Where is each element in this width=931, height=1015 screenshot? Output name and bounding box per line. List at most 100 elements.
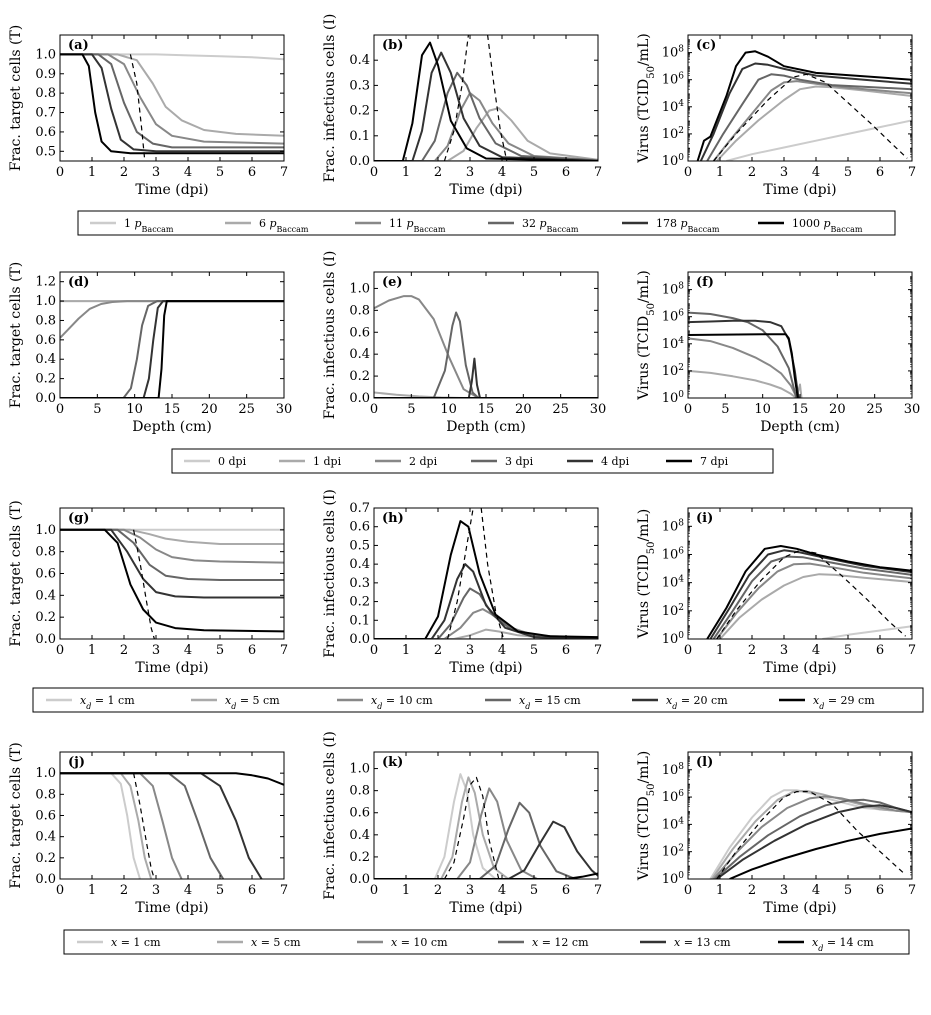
x-tick-label: 3 bbox=[466, 643, 474, 658]
panel-label: (j) bbox=[68, 755, 85, 770]
series-line-4 bbox=[374, 587, 598, 639]
panel-k: 0 1 2 3 4 5 6 7 0.0 0.2 0.4 0.6 0.8 1.0 (k) Time (dpi) F… bbox=[322, 731, 602, 916]
x-tick-label: 5 bbox=[844, 643, 852, 658]
x-axis-label: Time (dpi) bbox=[135, 182, 208, 198]
y-tick-label: 0.8 bbox=[35, 787, 56, 802]
y-tick-label: 0.4 bbox=[35, 588, 56, 603]
x-tick-label: 6 bbox=[876, 165, 884, 180]
series-line-6 bbox=[374, 41, 598, 161]
series-line-1 bbox=[688, 369, 803, 398]
y-axis-label: Virus (TCID50/mL) bbox=[636, 33, 657, 163]
legend-label: x = 1 cm bbox=[111, 936, 161, 949]
series-line-6 bbox=[374, 872, 598, 879]
x-tick-label: 2 bbox=[748, 883, 756, 898]
series-line-2 bbox=[60, 772, 153, 879]
series-line-1 bbox=[822, 625, 912, 639]
y-tick-label: 0.2 bbox=[349, 104, 370, 119]
y-tick-label: 0.4 bbox=[35, 352, 56, 367]
x-tick-label: 7 bbox=[594, 165, 602, 180]
x-tick-label: 5 bbox=[93, 402, 101, 417]
reference-dashed-line bbox=[716, 549, 906, 639]
x-axis-label: Time (dpi) bbox=[449, 900, 522, 916]
series-group bbox=[60, 528, 284, 639]
series-line-6 bbox=[374, 520, 598, 639]
y-tick-label: 0.6 bbox=[349, 520, 370, 535]
x-axis-label: Time (dpi) bbox=[763, 900, 836, 916]
series-line-3 bbox=[374, 92, 598, 161]
y-tick-label: 0.6 bbox=[349, 325, 370, 340]
panel-i: 0 1 2 3 4 5 6 7 100 102 104 106 108 (i) Time (dpi) Viru… bbox=[636, 507, 916, 676]
series-line-2 bbox=[60, 53, 284, 137]
series-line-4 bbox=[60, 528, 284, 581]
y-tick-label: 0.2 bbox=[349, 595, 370, 610]
x-tick-label: 0 bbox=[684, 883, 692, 898]
legend-label: xd = 14 cm bbox=[812, 936, 874, 953]
series-line-5 bbox=[709, 549, 912, 639]
x-tick-label: 4 bbox=[812, 643, 820, 658]
x-axis-label: Time (dpi) bbox=[135, 900, 208, 916]
y-axis-label: Frac. target cells (T) bbox=[8, 500, 24, 646]
series-line-6 bbox=[60, 528, 284, 633]
panel-label: (h) bbox=[382, 511, 404, 526]
series-line-6 bbox=[60, 772, 284, 786]
x-tick-label: 1 bbox=[716, 883, 724, 898]
x-tick-label: 5 bbox=[844, 883, 852, 898]
series-line-2 bbox=[60, 528, 284, 545]
x-tick-label: 5 bbox=[530, 643, 538, 658]
legend-label: 4 dpi bbox=[601, 455, 630, 468]
panel-label: (e) bbox=[382, 275, 403, 290]
x-tick-label: 6 bbox=[876, 643, 884, 658]
y-tick-label: 0.1 bbox=[349, 129, 370, 144]
x-tick-label: 6 bbox=[876, 883, 884, 898]
y-tick-label: 0.2 bbox=[349, 850, 370, 865]
series-line-3 bbox=[374, 787, 538, 879]
y-tick-label: 0.0 bbox=[35, 872, 56, 887]
x-tick-label: 7 bbox=[908, 883, 916, 898]
panel-g: 0 1 2 3 4 5 6 7 0.0 0.2 0.4 0.6 0.8 1.0 (g) Time (dpi) F… bbox=[8, 500, 288, 676]
x-tick-label: 0 bbox=[370, 402, 378, 417]
series-line-5 bbox=[374, 563, 598, 639]
x-axis-label: Time (dpi) bbox=[449, 182, 522, 198]
x-tick-label: 15 bbox=[792, 402, 809, 417]
panel-h: 0 1 2 3 4 5 6 7 0.0 0.1 0.2 0.3 0.4 0.5 0.6 0.7 (h) Time … bbox=[322, 489, 602, 676]
panel-d: 0 5 10 15 20 25 30 0.0 0.2 0.4 0.6 0.8 1.0 1.2 (d) Dept… bbox=[8, 262, 292, 435]
series-group bbox=[60, 300, 284, 398]
x-tick-label: 3 bbox=[152, 165, 160, 180]
x-tick-label: 25 bbox=[552, 402, 569, 417]
reference-dashed-line bbox=[480, 508, 505, 639]
y-tick-label: 1.0 bbox=[349, 762, 370, 777]
x-tick-label: 5 bbox=[844, 165, 852, 180]
y-axis-label: Frac. target cells (T) bbox=[8, 262, 24, 408]
series-group bbox=[709, 789, 912, 879]
series-line-4 bbox=[60, 300, 284, 398]
panel-e: 0 5 10 15 20 25 30 0.0 0.2 0.4 0.6 0.8 1.0 (e) Depth (… bbox=[322, 251, 606, 435]
x-tick-label: 5 bbox=[216, 883, 224, 898]
y-tick-label: 0.4 bbox=[349, 347, 370, 362]
x-tick-label: 30 bbox=[904, 402, 921, 417]
series-line-5 bbox=[699, 62, 912, 161]
x-tick-label: 0 bbox=[56, 402, 64, 417]
y-tick-label: 106 bbox=[662, 72, 685, 88]
series-line-4 bbox=[60, 53, 284, 149]
x-tick-label: 0 bbox=[684, 643, 692, 658]
series-line-4 bbox=[374, 801, 576, 879]
x-tick-label: 2 bbox=[120, 643, 128, 658]
panel-label: (f) bbox=[696, 275, 714, 290]
axes-frame bbox=[687, 507, 913, 640]
legend-label: xd = 20 cm bbox=[666, 694, 728, 711]
legend-label: xd = 1 cm bbox=[80, 694, 135, 711]
x-tick-label: 3 bbox=[152, 643, 160, 658]
y-tick-label: 0.4 bbox=[35, 830, 56, 845]
x-tick-label: 10 bbox=[754, 402, 771, 417]
y-tick-label: 1.2 bbox=[35, 275, 56, 290]
series-line-4 bbox=[714, 798, 912, 879]
y-tick-label: 0.4 bbox=[349, 557, 370, 572]
x-tick-label: 30 bbox=[276, 402, 293, 417]
y-tick-label: 104 bbox=[662, 336, 685, 352]
panel-label: (b) bbox=[382, 38, 403, 53]
axes-frame bbox=[59, 507, 285, 640]
reference-dashed-line bbox=[133, 773, 155, 879]
panel-a: 0 1 2 3 4 5 6 7 0.5 0.6 0.7 0.8 0.9 1.0 (a) Time (dpi) F… bbox=[8, 25, 288, 198]
x-tick-label: 5 bbox=[721, 402, 729, 417]
panel-label: (g) bbox=[68, 511, 89, 526]
